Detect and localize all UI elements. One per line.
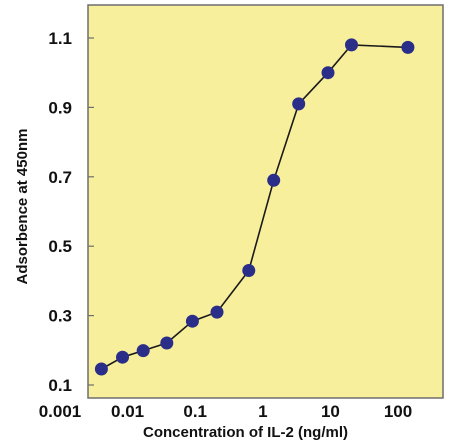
data-point	[160, 336, 174, 350]
chart-ticks: 0.1 0.3 0.5 0.7 0.9 1.1 0.001 0.01 0.1 1 10 100	[39, 29, 412, 421]
data-point	[185, 314, 199, 328]
y-tick-label: 0.5	[48, 237, 72, 256]
y-tick-label: 0.3	[48, 307, 72, 326]
x-tick-label: 100	[384, 402, 412, 421]
plot-area	[87, 4, 444, 399]
data-point	[136, 344, 150, 358]
x-tick-label: 0.1	[183, 402, 207, 421]
data-point	[94, 362, 108, 376]
x-tick-label: 1	[258, 402, 267, 421]
data-point	[242, 264, 256, 277]
y-tick-label: 0.9	[48, 98, 72, 117]
x-tick-label: 0.01	[111, 402, 144, 421]
data-point	[345, 38, 358, 52]
y-tick-label: 1.1	[48, 29, 72, 48]
data-point	[401, 40, 415, 54]
chart-marks	[94, 38, 415, 376]
y-axis-title: Adsorbence at 450nm	[14, 129, 31, 285]
x-axis-title: Concentration of IL-2 (ng/ml)	[143, 424, 348, 441]
data-point	[292, 97, 306, 111]
data-point	[267, 173, 281, 187]
x-tick-label: 0.001	[39, 402, 82, 421]
y-tick-label: 0.1	[48, 376, 72, 395]
data-point	[210, 305, 224, 319]
data-point	[321, 66, 335, 80]
y-tick-label: 0.7	[48, 168, 72, 187]
x-tick-label: 10	[321, 402, 340, 421]
data-point	[116, 350, 129, 364]
